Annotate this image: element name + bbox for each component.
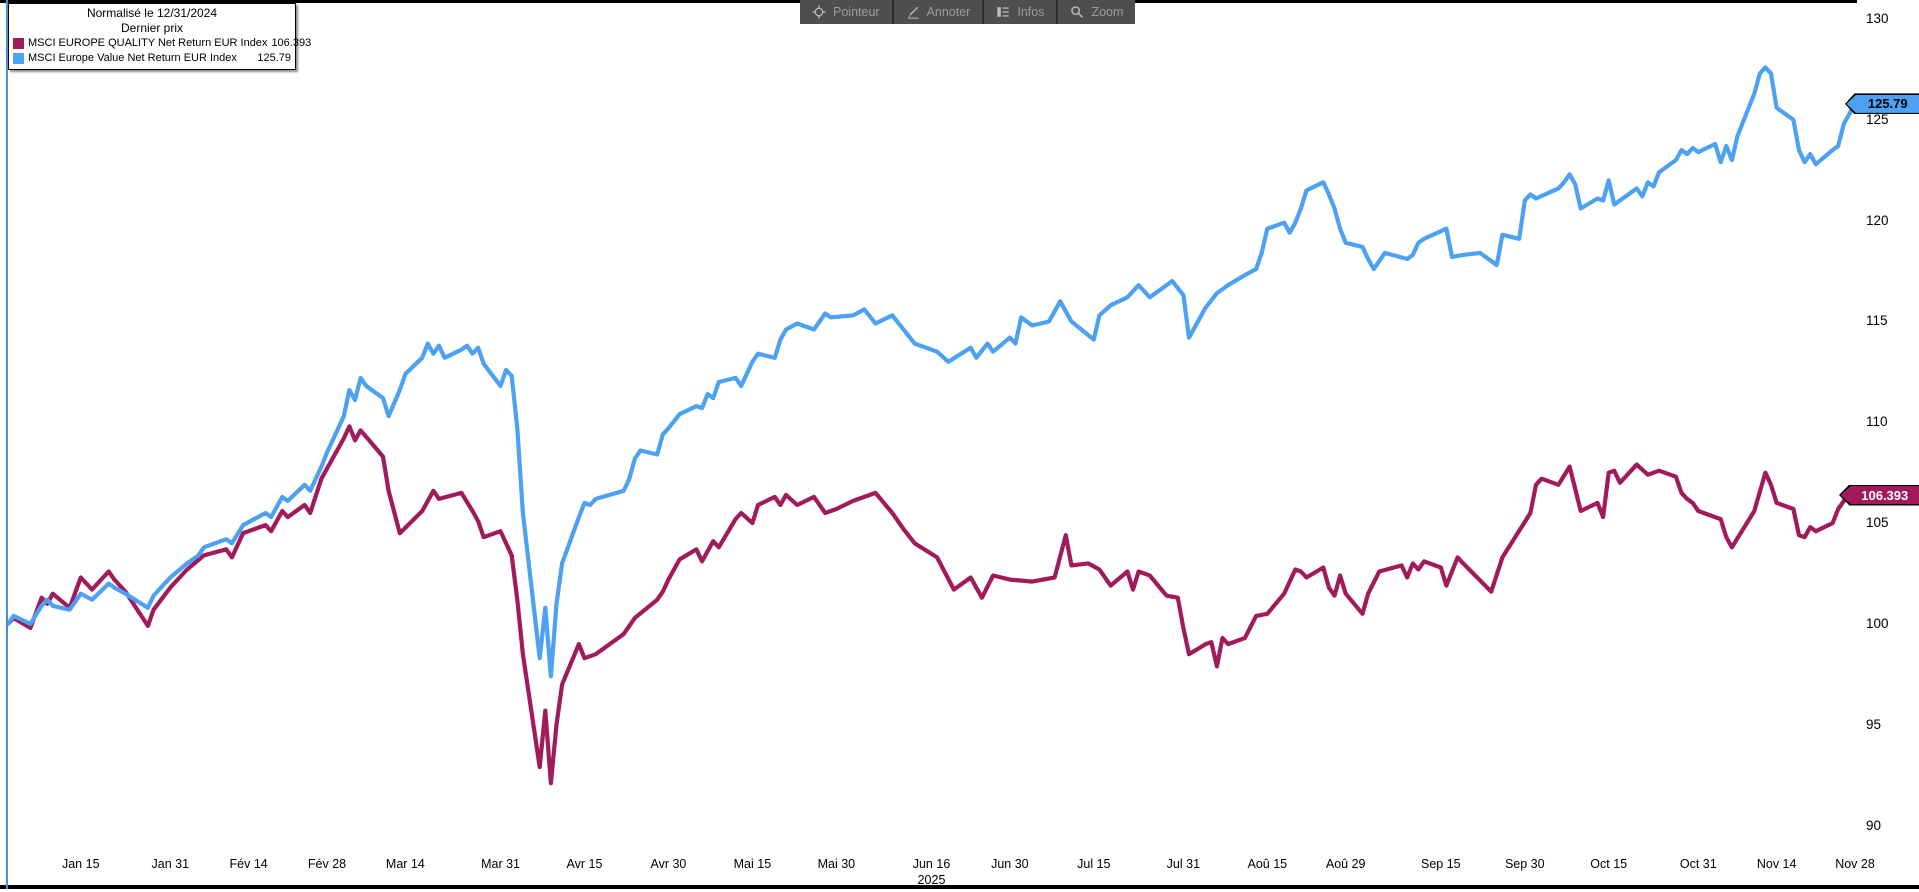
x-axis-tick-label: Jul 15 bbox=[1077, 857, 1111, 871]
x-axis-tick-label: Jan 31 bbox=[151, 857, 190, 871]
x-axis-tick-label: Jun 16 bbox=[912, 857, 951, 871]
x-axis-tick-label: Mai 30 bbox=[817, 857, 856, 871]
legend-title: Normalisé le 12/31/2024 bbox=[86, 6, 218, 20]
legend-row-value-index[interactable]: MSCI Europe Value Net Return EUR Index 1… bbox=[13, 51, 291, 66]
y-axis-tick-label: 125 bbox=[1866, 111, 1889, 127]
x-axis-tick-label: Jan 15 bbox=[61, 857, 100, 871]
quality-index-line bbox=[5, 424, 1858, 786]
x-axis-tick-label: Fév 14 bbox=[229, 857, 268, 871]
crosshair-icon bbox=[812, 5, 826, 19]
y-axis-tick-label: 95 bbox=[1866, 716, 1882, 732]
annotate-button[interactable]: Annoter bbox=[893, 0, 983, 24]
left-axis-line bbox=[6, 0, 8, 889]
x-axis-tick-label: Mar 31 bbox=[481, 857, 520, 871]
infos-button[interactable]: Infos bbox=[984, 0, 1057, 24]
x-axis-tick-label: Sep 30 bbox=[1504, 857, 1545, 871]
quality-series-swatch bbox=[13, 38, 24, 49]
bottom-axis-line bbox=[0, 885, 1919, 889]
list-icon bbox=[996, 5, 1010, 19]
y-axis-tick-label: 130 bbox=[1866, 11, 1889, 26]
x-axis-tick-label: Aoû 15 bbox=[1247, 857, 1288, 871]
annotate-button-label: Annoter bbox=[926, 5, 971, 19]
x-axis-tick-label: Jun 30 bbox=[991, 857, 1029, 871]
zoom-button-label: Zoom bbox=[1091, 5, 1124, 19]
chart-toolbar: Pointeur Annoter Infos bbox=[800, 0, 1136, 24]
x-axis-tick-label: Nov 28 bbox=[1835, 857, 1875, 871]
value-series-last-price: 125.79 bbox=[257, 52, 291, 64]
value-series-label: MSCI Europe Value Net Return EUR Index bbox=[28, 52, 237, 64]
value-series-swatch bbox=[13, 53, 24, 64]
x-axis-tick-label: Mar 14 bbox=[385, 857, 425, 871]
x-axis-tick-label: Jul 31 bbox=[1166, 857, 1201, 871]
x-axis-tick-label: Oct 31 bbox=[1679, 857, 1717, 871]
last-price-tag-value: 125.79 bbox=[1846, 94, 1919, 113]
x-axis-tick-label: Nov 14 bbox=[1756, 857, 1797, 871]
x-axis-tick-label: Fév 28 bbox=[307, 857, 347, 871]
last-price-tag: 125.79 bbox=[1845, 93, 1919, 115]
pencil-icon bbox=[906, 5, 920, 19]
x-axis-tick-label: Aoû 29 bbox=[1325, 857, 1366, 871]
x-axis-tick-label: Oct 15 bbox=[1590, 857, 1628, 871]
x-axis-tick-label: Avr 15 bbox=[566, 857, 603, 871]
last-price-tag: 106.393 bbox=[1839, 484, 1919, 506]
zoom-button[interactable]: Zoom bbox=[1058, 0, 1136, 24]
y-axis-tick-label: 110 bbox=[1866, 414, 1888, 430]
legend-row-quality-index[interactable]: MSCI EUROPE QUALITY Net Return EUR Index… bbox=[13, 36, 311, 51]
quality-series-label: MSCI EUROPE QUALITY Net Return EUR Index bbox=[28, 37, 268, 49]
y-axis-tick-label: 120 bbox=[1866, 212, 1889, 228]
x-axis-tick-label: Sep 15 bbox=[1421, 857, 1461, 871]
x-axis-tick-label: Avr 30 bbox=[650, 857, 687, 871]
pointer-button-label: Pointeur bbox=[833, 5, 880, 19]
quality-series-last-price: 106.393 bbox=[271, 37, 312, 49]
y-axis-tick-label: 100 bbox=[1866, 615, 1889, 631]
x-axis-year-label: 2025 bbox=[917, 873, 946, 887]
x-axis-tick-label: Mai 15 bbox=[733, 857, 772, 871]
legend-box[interactable]: Normalisé le 12/31/2024 Dernier prix MSC… bbox=[8, 3, 311, 70]
pointer-button[interactable]: Pointeur bbox=[800, 0, 892, 24]
last-price-tag-value: 106.393 bbox=[1840, 486, 1919, 504]
legend-subtitle: Dernier prix bbox=[120, 21, 183, 35]
value-index-line bbox=[5, 65, 1858, 679]
y-axis-tick-label: 115 bbox=[1866, 313, 1888, 329]
y-axis-tick-label: 105 bbox=[1866, 515, 1889, 531]
y-axis-tick-label: 90 bbox=[1866, 817, 1882, 833]
infos-button-label: Infos bbox=[1017, 5, 1045, 19]
magnifier-icon bbox=[1070, 5, 1084, 19]
